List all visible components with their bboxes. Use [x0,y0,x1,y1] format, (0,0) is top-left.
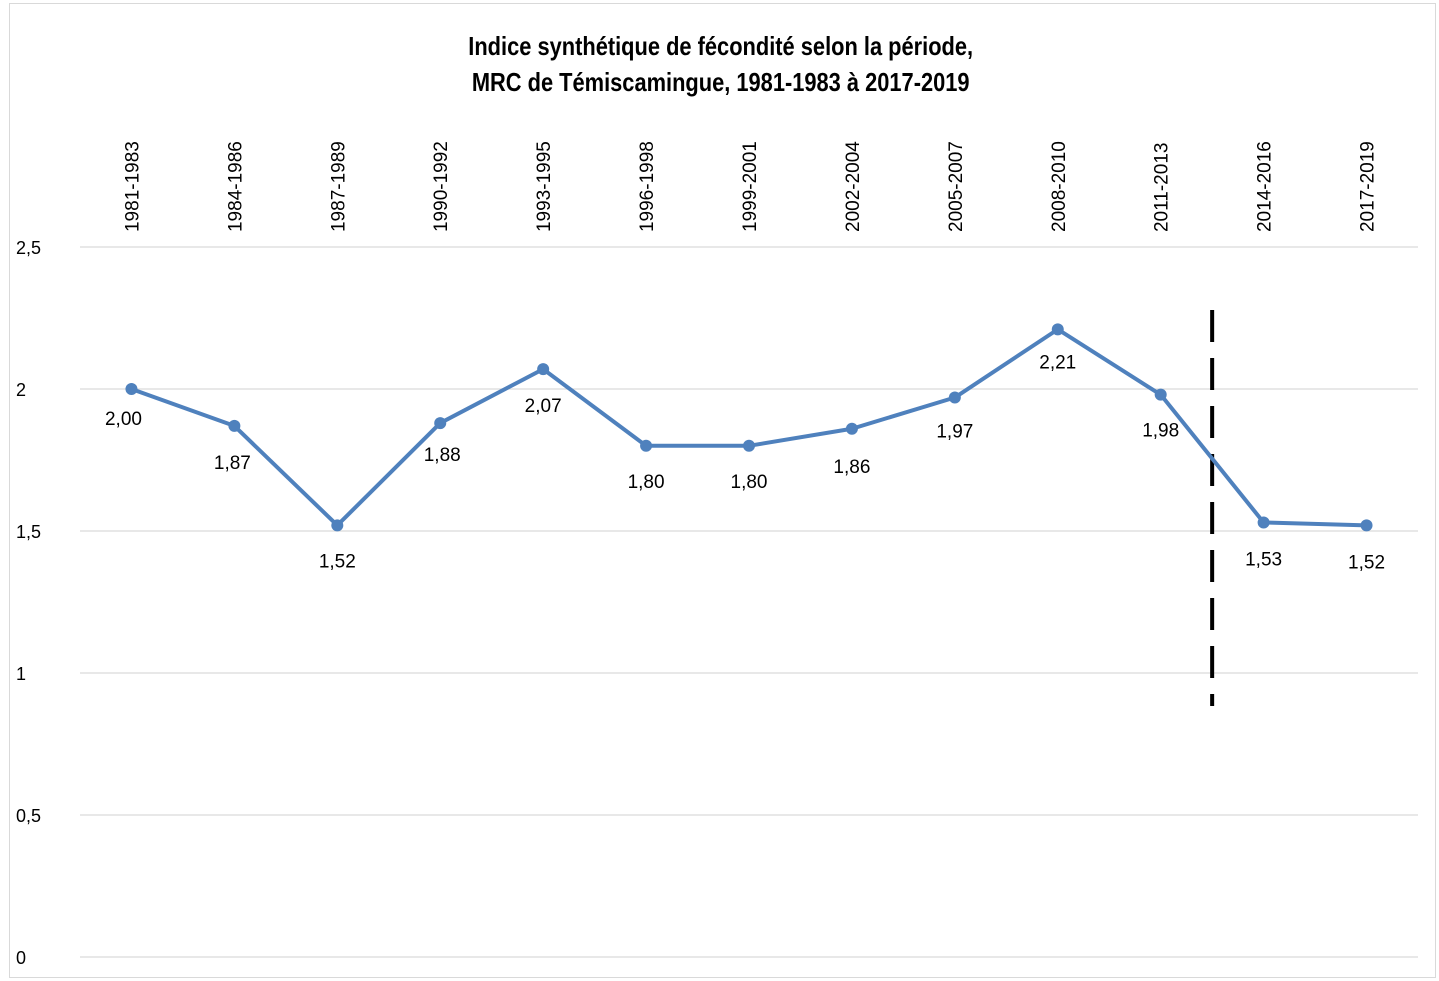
data-point [228,419,241,432]
data-label: 2,00 [105,409,142,430]
y-tick-label: 1,5 [16,522,41,542]
data-label: 1,80 [731,472,768,493]
data-label: 2,21 [1039,352,1076,373]
data-point [948,391,961,404]
data-label: 1,86 [833,457,870,478]
data-point [434,417,447,430]
x-tick-label: 1996-1998 [637,141,658,232]
data-point [125,383,138,395]
data-point [743,439,755,452]
data-label: 2,07 [525,396,562,417]
data-point [1154,388,1167,401]
chart-title-line-1: Indice synthétique de fécondité selon la… [468,31,974,61]
chart-title-line-2: MRC de Témiscamingue, 1981-1983 à 2017-2… [471,67,970,97]
y-tick-label: 0 [16,948,26,968]
y-tick-label: 2,5 [16,238,41,258]
chart-title: Indice synthétique de fécondité selon la… [116,28,1325,100]
data-label: 1,53 [1245,549,1282,570]
x-tick-label: 1981-1983 [122,141,143,232]
x-tick-label: 2008-2010 [1049,141,1070,232]
y-tick-label: 2 [16,380,26,400]
x-tick-label: 1993-1995 [534,141,555,232]
x-tick-label: 2017-2019 [1358,141,1379,232]
data-label: 1,97 [936,422,973,443]
data-label: 1,88 [424,445,461,466]
y-tick-label: 1 [16,664,26,684]
data-point [1257,516,1270,529]
y-axis-tick-labels: 0 0,5 1 1,5 2 2,5 [16,238,41,968]
x-tick-label: 1990-1992 [431,141,452,232]
data-point [537,363,550,376]
series-line [130,327,1367,528]
x-tick-label: 1999-2001 [740,141,761,232]
x-tick-label: 2002-2004 [843,141,864,232]
data-label: 1,98 [1142,421,1179,442]
data-label: 1,87 [214,453,251,474]
data-label: 1,52 [319,551,356,572]
data-point [845,422,858,435]
data-point [640,439,653,452]
data-point [331,519,344,532]
x-axis-tick-labels: 1981-1983 1984-1986 1987-1989 1990-1992 1993… [122,141,1378,232]
data-point [1360,519,1373,532]
data-label: 1,52 [1348,552,1385,573]
y-tick-label: 0,5 [16,806,41,826]
data-point [1051,323,1064,336]
x-tick-label: 2014-2016 [1255,141,1276,232]
series [125,323,1373,532]
x-tick-label: 1984-1986 [225,141,246,232]
x-tick-label: 1987-1989 [328,141,349,232]
gridlines [80,246,1418,958]
x-tick-label: 2005-2007 [946,141,967,232]
data-labels: 2,00 1,87 1,52 1,88 2,07 1,80 1,80 1,86 1,97 2,21… [105,352,1385,573]
data-label: 1,80 [628,472,665,493]
x-tick-label: 2011-2013 [1152,143,1173,232]
